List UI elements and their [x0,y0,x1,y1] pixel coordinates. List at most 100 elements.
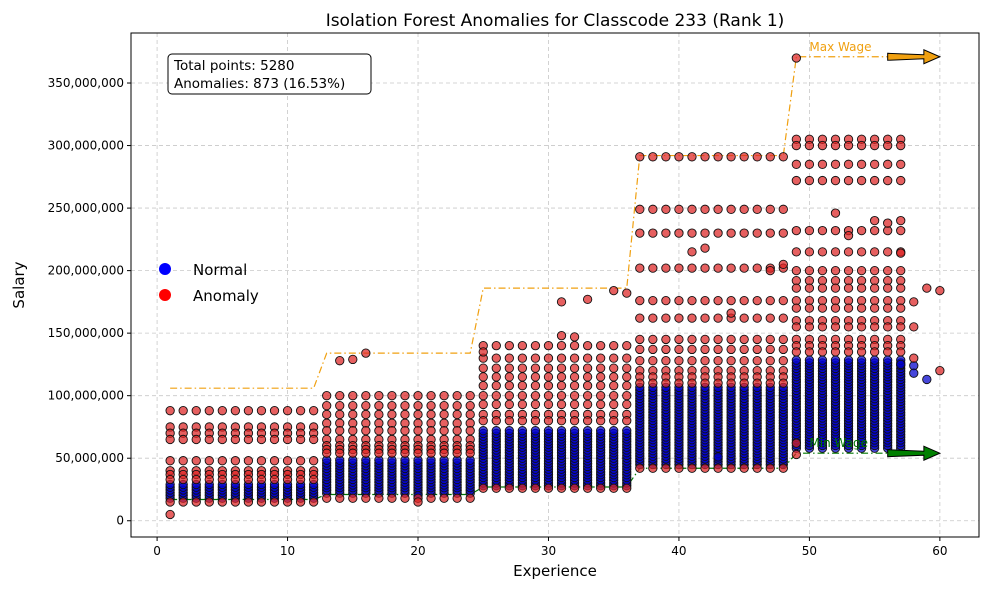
anomaly-point [648,228,658,238]
anomaly-point [856,283,867,293]
anomaly-point [282,406,293,416]
anomaly-point [804,347,815,357]
anomaly-point [269,456,280,466]
anomaly-point [413,391,423,401]
anomaly-point [830,247,841,257]
anomaly-point [308,456,319,466]
anomaly-point [648,356,658,366]
anomaly-point [648,204,658,214]
anomaly-point [256,456,267,466]
anomaly-point [308,497,319,507]
anomaly-point [817,283,828,293]
anomaly-point [635,152,645,162]
anomaly-point [491,391,501,401]
anomaly-point [426,401,436,411]
anomaly-point [791,322,802,332]
anomaly-point [726,334,736,345]
anomaly-point [648,263,658,273]
anomaly-point [504,399,514,410]
anomaly-point [596,353,606,363]
anomaly-point [896,322,906,332]
anomaly-point [765,265,775,276]
anomaly-point [883,140,893,151]
anomaly-point [178,456,188,466]
anomaly-point [883,303,893,313]
anomaly-point [582,381,593,391]
anomaly-point [269,497,280,507]
anomaly-point [935,366,945,376]
anomaly-point [165,434,175,445]
anomaly-point [491,399,501,410]
chart-title: Isolation Forest Anomalies for Classcode… [326,11,785,31]
anomaly-point [830,283,841,293]
x-axis-title: Experience [513,562,597,580]
anomaly-point [322,401,332,411]
anomaly-point [791,175,802,186]
normal-point [817,355,828,365]
anomaly-point [178,434,188,445]
anomaly-point [869,322,880,332]
anomaly-point [843,247,854,257]
anomaly-point [661,204,671,214]
anomaly-point [569,416,580,426]
anomaly-point [687,463,697,473]
anomaly-point [830,225,841,236]
anomaly-point [804,265,815,276]
anomaly-point [178,406,188,416]
anomaly-point [817,347,828,357]
anomaly-point [569,381,580,391]
anomaly-point [556,341,567,351]
normal-point [530,426,541,436]
anomaly-point [896,215,906,226]
anomaly-point [465,409,475,420]
anomaly-point [387,493,397,503]
anomaly-point [700,463,710,473]
anomaly-point [596,341,606,351]
anomaly-point [739,378,749,388]
anomaly-point [530,372,541,382]
anomaly-point [635,463,645,473]
anomaly-point [765,313,775,323]
info-box: Total points: 5280 Anomalies: 873 (16.53… [167,53,372,95]
anomaly-point [569,483,580,493]
anomaly-point [726,263,736,273]
anomaly-point [726,378,736,388]
anomaly-point [635,295,645,306]
anomaly-point [609,391,619,401]
anomaly-point [230,456,241,466]
anomaly-point [752,356,762,366]
anomaly-point [439,409,449,420]
anomaly-point [582,391,593,401]
anomaly-point [752,344,762,355]
anomaly-point [896,303,906,313]
anomaly-point [739,356,749,366]
anomaly-point [726,152,736,162]
anomaly-point [635,378,645,388]
x-tick-label: 50 [802,544,817,558]
anomaly-point [687,204,697,214]
anomaly-point [361,401,371,411]
anomaly-point [387,409,397,420]
normal-point [504,426,514,436]
anomaly-point [556,381,567,391]
anomaly-point [348,409,358,420]
anomaly-point [713,334,723,345]
anomaly-point [543,483,554,493]
anomaly-point [609,399,619,410]
anomaly-point [256,434,267,445]
anomaly-point [713,313,723,323]
anomaly-point [426,493,436,503]
anomaly-point [582,363,593,373]
anomaly-point [830,140,841,151]
anomaly-point [817,322,828,332]
anomaly-point [791,53,802,63]
anomaly-point [896,225,906,236]
anomaly-point [687,263,697,273]
anomaly-point [648,295,658,306]
anomaly-point [869,159,880,169]
anomaly-point [517,483,528,493]
anomaly-point [478,391,488,401]
anomaly-point [830,303,841,313]
anomaly-point [791,265,802,276]
anomaly-point [269,406,280,416]
